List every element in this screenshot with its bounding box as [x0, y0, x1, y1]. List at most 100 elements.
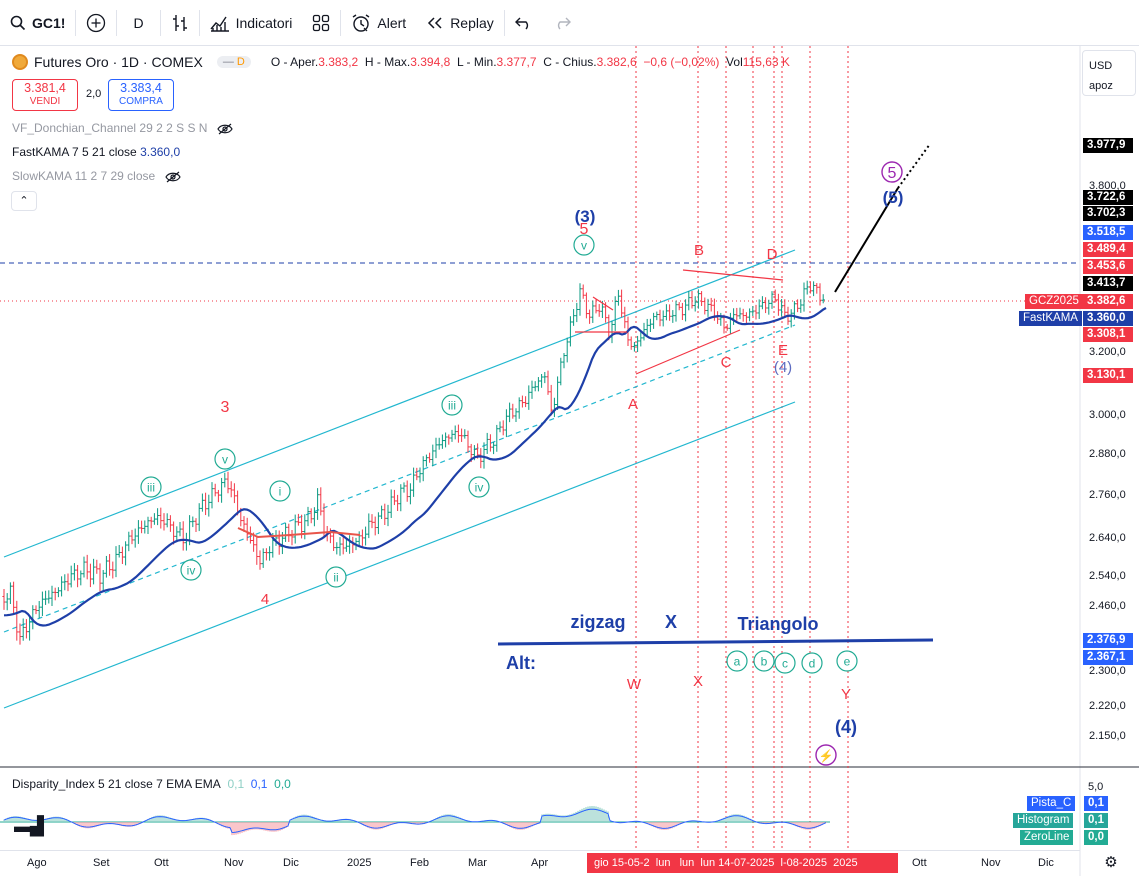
redo-button[interactable] [543, 0, 581, 46]
osc-signal-line [3, 808, 827, 834]
time-axis-label: Ott [154, 857, 169, 869]
price-bar [591, 300, 595, 323]
price-bar [434, 437, 438, 459]
price-bar [348, 535, 352, 554]
chevron-up-icon: ⌃ [19, 195, 29, 207]
price-bar [642, 322, 646, 341]
price-axis-label: 2.300,0 [1089, 665, 1126, 677]
osc-badge-label: Pista_C [1027, 796, 1076, 811]
time-axis-label: Nov [224, 857, 244, 869]
eye-hidden-icon[interactable] [217, 123, 233, 135]
layouts-button[interactable] [302, 0, 340, 46]
price-bar [821, 294, 825, 304]
price-bar [319, 487, 323, 516]
indicators-icon [210, 16, 229, 32]
price-bar [709, 297, 713, 312]
price-bar [655, 311, 659, 321]
price-bar [706, 298, 710, 317]
indicators-button[interactable]: Indicatori [200, 0, 303, 46]
wave-label-v-ring [214, 448, 236, 470]
replay-label: Replay [450, 14, 494, 31]
price-bar [184, 532, 188, 551]
price-bar [255, 537, 259, 565]
price-bar [495, 424, 499, 452]
time-axis-label: Nov [981, 857, 1001, 869]
price-bar [498, 421, 502, 433]
price-bar [146, 516, 150, 535]
interval-button[interactable]: D [117, 0, 159, 46]
price-bar [517, 397, 521, 419]
indicator-slowkama[interactable]: SlowKAMA 11 2 7 29 close [12, 169, 181, 183]
price-bar [488, 434, 492, 452]
price-bar [453, 425, 457, 440]
indicators-label: Indicatori [235, 14, 293, 31]
price-bar [524, 396, 528, 408]
currency-select[interactable]: USD apoz [1082, 50, 1136, 96]
price-bar [309, 508, 313, 524]
buy-button[interactable]: 3.383,4 COMPRA [108, 79, 174, 111]
price-bar [165, 513, 169, 528]
time-axis[interactable]: Ago Set Ott Nov Dic 2025 Feb Mar Apr Ott Nov Dic [0, 850, 1080, 876]
eye-hidden-icon[interactable] [164, 171, 181, 183]
price-bar [341, 536, 345, 555]
price-bar [780, 299, 784, 317]
alert-button[interactable]: Alert [341, 0, 416, 46]
price-bar [773, 289, 777, 303]
price-bar [21, 618, 25, 641]
price-bar [152, 513, 156, 525]
oscillator-legend: Disparity_Index 5 21 close 7 EMA EMA 0,1… [12, 777, 291, 791]
symbol-search[interactable]: GC1! [0, 0, 75, 46]
compare-button[interactable] [76, 0, 116, 46]
drawing-line [682, 269, 784, 281]
legend: Futures Oro · 1D · COMEX — D O - Aper.3.… [12, 54, 790, 70]
price-bar [725, 324, 729, 331]
price-bar [312, 507, 316, 527]
wave-label-d-2-ring [801, 652, 823, 674]
wave-label-ii: ii [333, 571, 338, 585]
price-bar [136, 520, 140, 544]
price-bar [584, 292, 588, 319]
wave-label-c: C [721, 354, 732, 371]
price-bar [56, 587, 60, 598]
price-bar [357, 531, 361, 547]
chart-type-button[interactable] [161, 0, 199, 46]
price-bar [316, 488, 320, 520]
wave-label-v-2-ring [573, 234, 595, 256]
wave-label-d: D [767, 246, 778, 263]
wave-label-a: A [628, 396, 638, 413]
sell-button[interactable]: 3.381,4 VENDI [12, 79, 78, 111]
wave-label-5-purple: 5 [888, 165, 897, 182]
price-bar [613, 296, 617, 331]
replay-button[interactable]: Replay [416, 0, 504, 46]
indicator-fastkama[interactable]: FastKAMA 7 5 21 close 3.360,0 [12, 145, 181, 159]
price-bar [808, 281, 812, 294]
price-bar [447, 434, 451, 445]
price-axis-label: 3.000,0 [1089, 409, 1126, 421]
undo-button[interactable] [505, 0, 543, 46]
sell-price: 3.381,4 [24, 81, 66, 95]
price-bar [767, 299, 771, 315]
price-badge: 3.308,1 [1083, 327, 1133, 342]
price-bar [575, 302, 579, 323]
price-bar [504, 409, 508, 438]
wave-label-ii-ring [325, 566, 347, 588]
wave-label-c-2-ring [774, 652, 796, 674]
wave-label-a-2-ring [726, 650, 748, 672]
separator-line [497, 638, 934, 646]
price-bar [303, 514, 307, 540]
collapse-legend-button[interactable]: ⌃ [11, 191, 37, 211]
indicator-donchian[interactable]: VF_Donchian_Channel 29 2 2 S S N [12, 121, 233, 135]
price-axis-label: 2.640,0 [1089, 532, 1126, 544]
price-bar [501, 420, 505, 436]
price-bar [143, 520, 147, 534]
price-bar [204, 492, 208, 516]
price-bar [533, 381, 537, 392]
price-badge: 3.413,7 [1083, 276, 1133, 291]
price-bar [632, 342, 636, 352]
price-bar [226, 471, 230, 494]
wave-label-y: Y [841, 686, 851, 703]
ohlc-values: O - Aper.3.383,2 H - Max.3.394,8 L - Min… [270, 55, 790, 69]
settings-button[interactable]: ⚙ [1100, 852, 1122, 874]
price-bar [696, 289, 700, 309]
